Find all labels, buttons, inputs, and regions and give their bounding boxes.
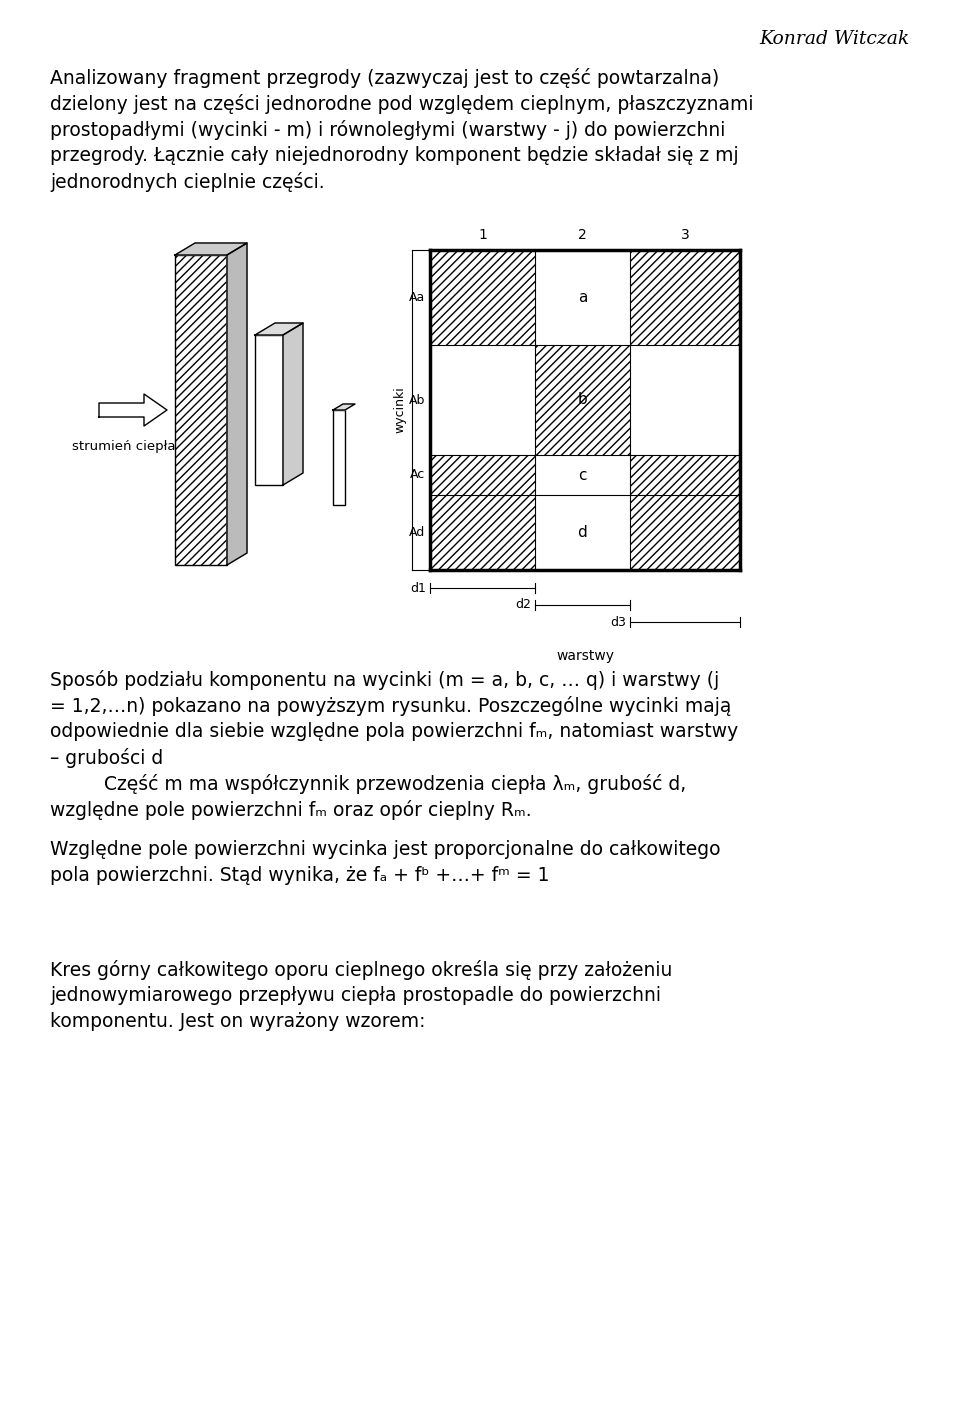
Text: strumień ciepła: strumień ciepła <box>72 440 176 453</box>
Text: Ad: Ad <box>409 525 425 539</box>
Bar <box>430 455 535 496</box>
Bar <box>430 251 535 346</box>
Text: wycinki: wycinki <box>394 387 406 433</box>
Bar <box>333 411 345 506</box>
Text: pola powierzchni. Stąd wynika, że fₐ + fᵇ +…+ fᵐ = 1: pola powierzchni. Stąd wynika, że fₐ + f… <box>50 867 549 885</box>
Text: d2: d2 <box>516 599 531 612</box>
Text: komponentu. Jest on wyrażony wzorem:: komponentu. Jest on wyrażony wzorem: <box>50 1012 425 1031</box>
Text: = 1,2,…n) pokazano na powyższym rysunku. Poszczególne wycinki mają: = 1,2,…n) pokazano na powyższym rysunku.… <box>50 697 732 716</box>
Bar <box>630 455 740 496</box>
Text: a: a <box>578 290 588 304</box>
Polygon shape <box>175 244 247 255</box>
Text: warstwy: warstwy <box>556 649 614 663</box>
Text: – grubości d⁣: – grubości d⁣ <box>50 748 163 767</box>
Text: odpowiednie dla siebie względne pola powierzchni fₘ, natomiast warstwy: odpowiednie dla siebie względne pola pow… <box>50 722 738 741</box>
Polygon shape <box>227 244 247 565</box>
Text: 2: 2 <box>578 228 587 242</box>
Text: d3: d3 <box>611 616 626 629</box>
Text: Ac: Ac <box>410 469 425 481</box>
Text: Sposób podziału komponentu na wycinki (m = a, b, c, … q) i warstwy (j: Sposób podziału komponentu na wycinki (m… <box>50 670 719 690</box>
Polygon shape <box>283 323 303 486</box>
Text: Aa: Aa <box>409 292 425 304</box>
Bar <box>535 346 630 455</box>
Bar <box>175 255 227 565</box>
Text: Konrad Witczak: Konrad Witczak <box>759 30 910 48</box>
Text: 3: 3 <box>681 228 689 242</box>
Text: Ab: Ab <box>409 394 425 406</box>
Bar <box>430 251 740 571</box>
Bar <box>630 496 740 571</box>
Text: c: c <box>578 467 587 483</box>
Text: b: b <box>578 392 588 408</box>
Bar <box>255 336 283 486</box>
Text: dzielony jest na części jednorodne pod względem cieplnym, płaszczyznami: dzielony jest na części jednorodne pod w… <box>50 93 754 115</box>
Text: d1: d1 <box>410 582 426 595</box>
Text: przegrody. Łącznie cały niejednorodny komponent będzie składał się z mj: przegrody. Łącznie cały niejednorodny ko… <box>50 146 738 166</box>
Text: 1: 1 <box>478 228 487 242</box>
Polygon shape <box>333 404 355 411</box>
Text: Analizowany fragment przegrody (zazwyczaj jest to część powtarzalna): Analizowany fragment przegrody (zazwycza… <box>50 68 719 88</box>
Polygon shape <box>99 394 167 426</box>
Bar <box>430 496 535 571</box>
Text: jednowymiarowego przepływu ciepła prostopadle do powierzchni: jednowymiarowego przepływu ciepła prosto… <box>50 986 661 1005</box>
Text: względne pole powierzchni fₘ oraz opór cieplny Rₘ⁣.: względne pole powierzchni fₘ oraz opór c… <box>50 800 532 820</box>
Text: d: d <box>578 525 588 539</box>
Text: jednorodnych cieplnie części.: jednorodnych cieplnie części. <box>50 171 324 193</box>
Text: Kres górny całkowitego oporu cieplnego określa się przy założeniu: Kres górny całkowitego oporu cieplnego o… <box>50 960 672 980</box>
Text: Względne pole powierzchni wycinka jest proporcjonalne do całkowitego: Względne pole powierzchni wycinka jest p… <box>50 840 721 860</box>
Text: prostopadłymi (wycinki - m) i równoległymi (warstwy - j) do powierzchni: prostopadłymi (wycinki - m) i równoległy… <box>50 120 726 140</box>
Bar <box>630 251 740 346</box>
Text: Część m⁣ ma współczynnik przewodzenia ciepła λₘ⁣, grubość d⁣,: Część m⁣ ma współczynnik przewodzenia ci… <box>80 775 686 794</box>
Polygon shape <box>255 323 303 336</box>
